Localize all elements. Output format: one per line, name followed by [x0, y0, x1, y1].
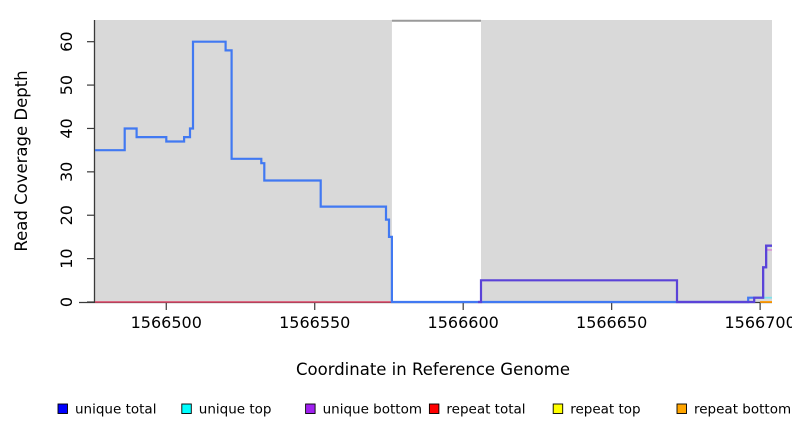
x-tick-label: 1566700	[724, 313, 792, 332]
axis-titles-group: Coordinate in Reference Genome Read Cove…	[12, 70, 570, 379]
legend-label-repeat-total: repeat total	[446, 402, 525, 418]
legend-swatch-repeat-bottom	[676, 403, 687, 414]
legend-swatch-repeat-top	[552, 403, 564, 414]
legend-label-unique-total: unique total	[75, 402, 156, 418]
legend-label-unique-top: unique top	[199, 402, 272, 418]
no-data-gap-region	[391, 21, 482, 302]
x-axis-title: Coordinate in Reference Genome	[296, 360, 570, 379]
x-tick-label: 1566650	[576, 313, 647, 332]
y-tick-label: 10	[57, 248, 76, 268]
plot-background-group	[95, 19, 772, 302]
y-tick-label: 60	[57, 32, 76, 52]
x-tick-label: 1566550	[279, 313, 350, 332]
series-group	[95, 40, 772, 304]
y-tick-label: 20	[57, 205, 76, 225]
y-tick-label: 30	[57, 162, 76, 182]
x-tick-label: 1566500	[131, 313, 202, 332]
legend-swatch-repeat-total	[428, 403, 440, 414]
legend-group: unique total unique top unique bottom repea…	[57, 402, 791, 418]
y-tick-label: 50	[57, 75, 76, 95]
x-tick-label: 1566600	[428, 313, 499, 332]
legend-swatch-unique-total	[57, 403, 68, 414]
legend-swatch-unique-top	[181, 403, 192, 414]
y-axis-title: Read Coverage Depth	[12, 70, 31, 251]
axes-group: 1566500 1566550 1566600 1566650 1566700 0 10 20…	[57, 20, 792, 332]
legend-label-repeat-top: repeat top	[570, 402, 640, 418]
legend-label-repeat-bottom: repeat bottom	[694, 402, 791, 418]
y-tick-label: 0	[57, 297, 76, 307]
series-unique-bottom	[478, 244, 772, 304]
legend-swatch-unique-bottom	[305, 403, 316, 414]
y-tick-label: 40	[57, 118, 76, 138]
legend-label-unique-bottom: unique bottom	[323, 402, 422, 418]
